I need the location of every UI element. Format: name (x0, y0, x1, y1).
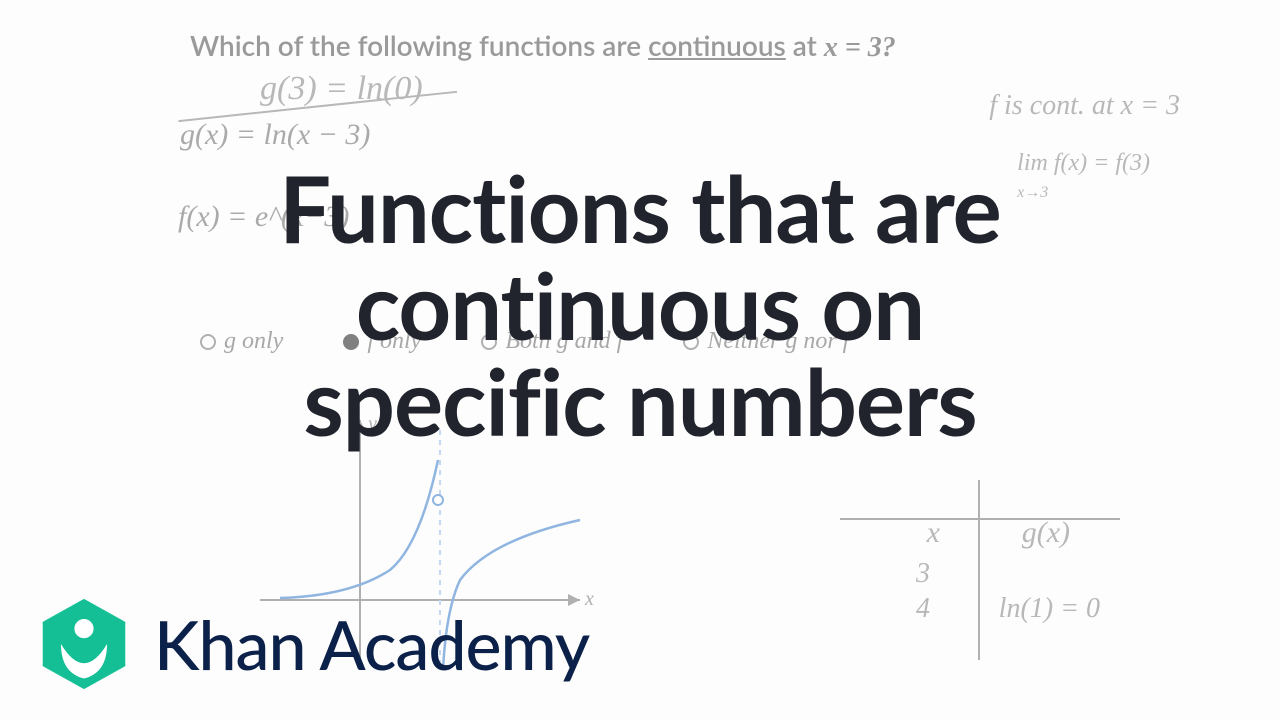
table-row1-x: 3 (916, 558, 930, 590)
handwriting-note-continuous: f is cont. at x = 3 (989, 90, 1180, 122)
table-horizontal-divider (840, 518, 1120, 520)
title-line-1: Functions that are (0, 160, 1280, 257)
table-header-x: x (927, 516, 940, 550)
question-prefix: Which of the following functions are (190, 28, 648, 62)
question-var: x (824, 32, 838, 63)
brand-bar: Khan Academy (36, 596, 589, 692)
question-keyword: continuous (648, 28, 786, 62)
title-line-2: continuous on (0, 257, 1280, 354)
question-eq: = 3? (838, 32, 896, 63)
table-vertical-divider (978, 480, 980, 660)
video-title-overlay: Functions that are continuous on specifi… (0, 160, 1280, 450)
khan-academy-logo-icon (36, 596, 132, 692)
table-row2-x: 4 (916, 593, 930, 625)
question-prompt: Which of the following functions are con… (190, 28, 896, 64)
question-at: at (786, 28, 824, 62)
table-row2-gx: ln(1) = 0 (999, 593, 1100, 625)
title-line-3: specific numbers (0, 353, 1280, 450)
brand-name: Khan Academy (154, 604, 589, 685)
table-header-gx: g(x) (1022, 516, 1070, 550)
